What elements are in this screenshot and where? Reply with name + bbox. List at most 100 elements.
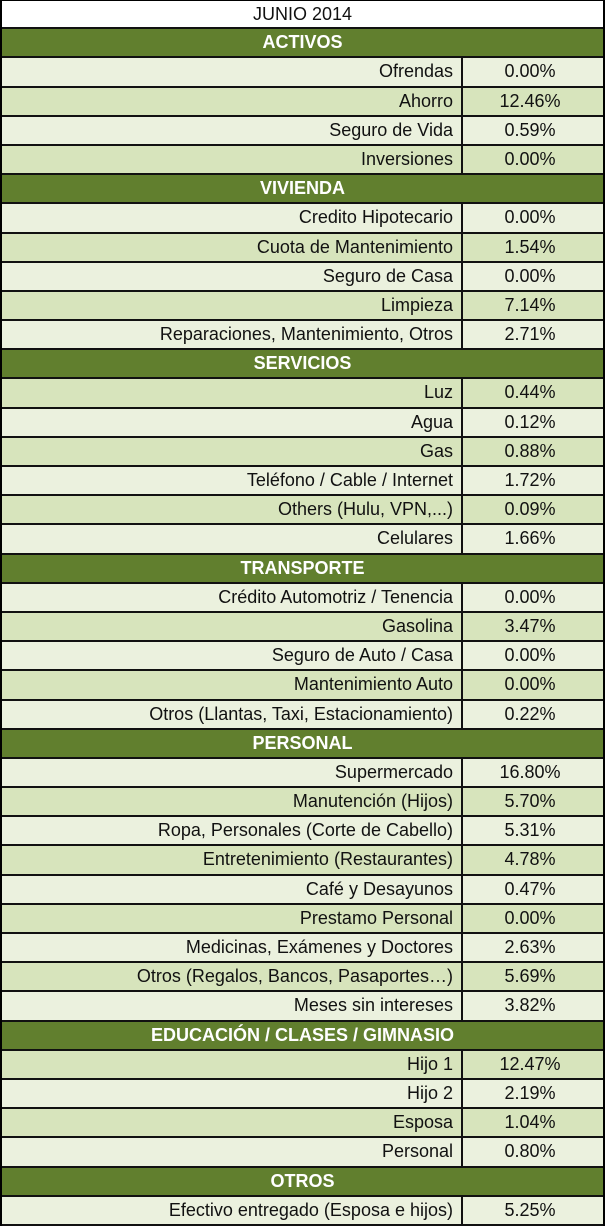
row-value: 0.09%: [504, 499, 556, 520]
table-row: Limpieza 7.14%: [2, 291, 603, 322]
row-value: 5.31%: [504, 820, 556, 841]
row-value: 7.14%: [504, 294, 556, 315]
table-row: Efectivo entregado (Esposa e hijos) 5.25%: [2, 1196, 603, 1226]
row-label: Efectivo entregado (Esposa e hijos): [2, 1196, 463, 1224]
table-row: Gas 0.88%: [2, 437, 603, 467]
table-row: Otros (Regalos, Bancos, Pasaportes…) 5.69…: [2, 963, 603, 993]
row-label: Entretenimiento (Restaurantes): [2, 846, 463, 874]
row-label: Hijo 1: [2, 1050, 463, 1078]
row-label: Gas: [2, 437, 463, 465]
row-value: 12.46%: [499, 90, 561, 111]
row-value: 1.54%: [504, 236, 556, 257]
row-value: 0.44%: [504, 382, 556, 403]
row-label: Otros (Regalos, Bancos, Pasaportes…): [2, 963, 463, 991]
row-value: 0.88%: [504, 440, 556, 461]
row-value: 0.00%: [504, 61, 556, 82]
section-header: EDUCACIÓN / CLASES / GIMNASIO: [2, 1021, 603, 1051]
section-header: PERSONAL: [2, 729, 603, 759]
row-label: Limpieza: [2, 291, 463, 320]
row-value: 1.66%: [504, 528, 556, 549]
table-row: Entretenimiento (Restaurantes) 4.78%: [2, 846, 603, 876]
row-value: 2.71%: [504, 324, 556, 345]
row-label: Hijo 2: [2, 1079, 463, 1108]
table-row: Crédito Automotriz / Tenencia 0.00%: [2, 583, 603, 613]
row-label: Ahorro: [2, 87, 463, 115]
table-row: Seguro de Auto / Casa 0.00%: [2, 642, 603, 672]
table-row: Supermercado 16.80%: [2, 758, 603, 789]
row-label: Luz: [2, 379, 463, 407]
section-header: ACTIVOS: [2, 29, 603, 59]
table-row: Hijo 1 12.47%: [2, 1050, 603, 1080]
row-value: 5.69%: [504, 966, 556, 987]
row-value: 1.04%: [504, 1112, 556, 1133]
row-label: Medicinas, Exámenes y Doctores: [2, 934, 463, 962]
row-value: 0.59%: [504, 119, 556, 140]
row-label: Manutención (Hijos): [2, 788, 463, 816]
row-value: 5.70%: [504, 791, 556, 812]
table-row: Ropa, Personales (Corte de Cabello) 5.31%: [2, 817, 603, 847]
row-label: Personal: [2, 1138, 463, 1166]
row-value: 0.00%: [504, 674, 556, 695]
table-row: Credito Hipotecario 0.00%: [2, 204, 603, 234]
table-row: Hijo 2 2.19%: [2, 1079, 603, 1110]
row-value: 0.12%: [504, 411, 556, 432]
table-row: Personal 0.80%: [2, 1138, 603, 1168]
row-label: Credito Hipotecario: [2, 204, 463, 232]
row-value: 0.00%: [504, 586, 556, 607]
row-value: 0.00%: [504, 645, 556, 666]
row-label: Agua: [2, 408, 463, 436]
row-label: Esposa: [2, 1109, 463, 1137]
row-value: 2.19%: [504, 1082, 556, 1103]
table-row: Otros (Llantas, Taxi, Estacionamiento) 0.…: [2, 700, 603, 730]
table-row: Ahorro 12.46%: [2, 87, 603, 117]
table-row: Luz 0.44%: [2, 379, 603, 409]
row-label: Reparaciones, Mantenimiento, Otros: [2, 321, 463, 349]
row-label: Meses sin intereses: [2, 992, 463, 1020]
row-label: Ofrendas: [2, 58, 463, 86]
row-label: Crédito Automotriz / Tenencia: [2, 583, 463, 611]
row-label: Gasolina: [2, 612, 463, 641]
table-row: Esposa 1.04%: [2, 1109, 603, 1139]
row-value: 2.63%: [504, 937, 556, 957]
row-value: 0.00%: [504, 265, 556, 286]
row-label: Otros (Llantas, Taxi, Estacionamiento): [2, 700, 463, 728]
row-label: Seguro de Vida: [2, 116, 463, 144]
row-value: 0.80%: [504, 1141, 556, 1162]
row-label: Inversiones: [2, 145, 463, 174]
table-row: Café y Desayunos 0.47%: [2, 875, 603, 905]
table-row: Others (Hulu, VPN,...) 0.09%: [2, 496, 603, 526]
section-header: TRANSPORTE: [2, 554, 603, 584]
table-row: Medicinas, Exámenes y Doctores 2.63%: [2, 934, 603, 964]
table-title: JUNIO 2014: [2, 0, 603, 30]
row-value: 0.22%: [504, 703, 556, 724]
row-label: Café y Desayunos: [2, 875, 463, 903]
row-value: 3.82%: [504, 995, 556, 1016]
table-row: Celulares 1.66%: [2, 525, 603, 555]
row-label: Mantenimiento Auto: [2, 671, 463, 699]
table-row: Prestamo Personal 0.00%: [2, 904, 603, 934]
row-label: Supermercado: [2, 758, 463, 787]
row-label: Teléfono / Cable / Internet: [2, 467, 463, 495]
row-label: Others (Hulu, VPN,...): [2, 496, 463, 524]
table-row: Seguro de Casa 0.00%: [2, 262, 603, 292]
row-value: 12.47%: [499, 1053, 561, 1074]
row-label: Celulares: [2, 525, 463, 553]
section-header: VIVIENDA: [2, 175, 603, 205]
table-row: Cuota de Mantenimiento 1.54%: [2, 233, 603, 263]
row-label: Prestamo Personal: [2, 904, 463, 932]
row-value: 0.00%: [504, 207, 556, 228]
row-value: 16.80%: [499, 761, 561, 782]
row-value: 0.00%: [504, 148, 556, 169]
table-row: Agua 0.12%: [2, 408, 603, 438]
table-row: Mantenimiento Auto 0.00%: [2, 671, 603, 701]
table-row: Teléfono / Cable / Internet 1.72%: [2, 467, 603, 497]
section-header: OTROS: [2, 1167, 603, 1197]
row-value: 1.72%: [504, 470, 556, 490]
table-row: Seguro de Vida 0.59%: [2, 116, 603, 146]
table-row: Inversiones 0.00%: [2, 145, 603, 176]
table-row: Reparaciones, Mantenimiento, Otros 2.71%: [2, 321, 603, 351]
row-value: 3.47%: [504, 615, 556, 636]
row-label: Ropa, Personales (Corte de Cabello): [2, 817, 463, 845]
row-value: 0.47%: [504, 878, 556, 899]
